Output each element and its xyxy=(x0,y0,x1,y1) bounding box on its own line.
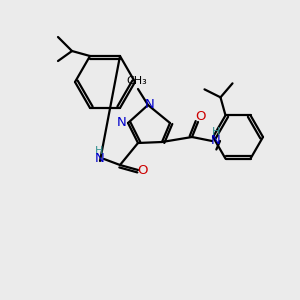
Text: N: N xyxy=(211,134,221,146)
Text: H: H xyxy=(95,146,103,156)
Text: CH₃: CH₃ xyxy=(127,76,147,86)
Text: N: N xyxy=(145,98,155,110)
Text: N: N xyxy=(95,152,105,166)
Text: O: O xyxy=(138,164,148,178)
Text: N: N xyxy=(117,116,127,128)
Text: O: O xyxy=(195,110,205,124)
Text: H: H xyxy=(212,127,220,137)
